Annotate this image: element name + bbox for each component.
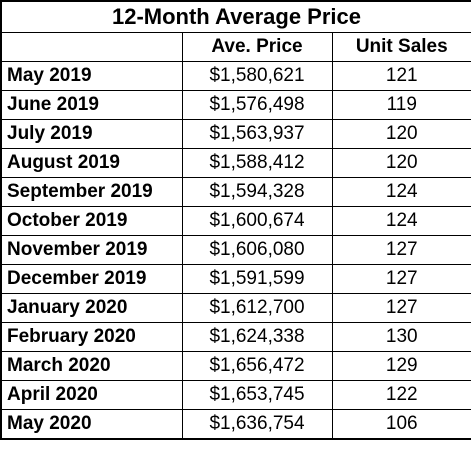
header-month: [0, 32, 183, 62]
title-row: 12-Month Average Price: [0, 0, 471, 33]
table-title: 12-Month Average Price: [0, 0, 471, 33]
price-cell: $1,580,621: [181, 61, 333, 91]
price-cell: $1,591,599: [181, 264, 333, 294]
table-row: September 2019 $1,594,328 124: [0, 177, 471, 207]
table-row: April 2020 $1,653,745 122: [0, 380, 471, 410]
table-row: August 2019 $1,588,412 120: [0, 148, 471, 178]
header-unit-sales: Unit Sales: [331, 32, 471, 62]
units-cell: 127: [331, 235, 471, 265]
table-row: May 2020 $1,636,754 106: [0, 409, 471, 440]
table-row: October 2019 $1,600,674 124: [0, 206, 471, 236]
average-price-table: 12-Month Average Price Ave. Price Unit S…: [0, 0, 471, 440]
month-cell: September 2019: [0, 177, 183, 207]
units-cell: 121: [331, 61, 471, 91]
units-cell: 124: [331, 206, 471, 236]
month-cell: January 2020: [0, 293, 183, 323]
table-row: June 2019 $1,576,498 119: [0, 90, 471, 120]
price-cell: $1,653,745: [181, 380, 333, 410]
units-cell: 129: [331, 351, 471, 381]
price-cell: $1,612,700: [181, 293, 333, 323]
month-cell: November 2019: [0, 235, 183, 265]
price-cell: $1,576,498: [181, 90, 333, 120]
month-cell: May 2020: [0, 409, 183, 440]
units-cell: 127: [331, 264, 471, 294]
month-cell: February 2020: [0, 322, 183, 352]
table-row: December 2019 $1,591,599 127: [0, 264, 471, 294]
header-row: Ave. Price Unit Sales: [0, 32, 471, 62]
month-cell: June 2019: [0, 90, 183, 120]
price-cell: $1,656,472: [181, 351, 333, 381]
table-row: March 2020 $1,656,472 129: [0, 351, 471, 381]
table-row: February 2020 $1,624,338 130: [0, 322, 471, 352]
units-cell: 106: [331, 409, 471, 440]
units-cell: 119: [331, 90, 471, 120]
units-cell: 120: [331, 148, 471, 178]
month-cell: July 2019: [0, 119, 183, 149]
price-cell: $1,606,080: [181, 235, 333, 265]
units-cell: 124: [331, 177, 471, 207]
table-row: January 2020 $1,612,700 127: [0, 293, 471, 323]
price-cell: $1,563,937: [181, 119, 333, 149]
units-cell: 130: [331, 322, 471, 352]
month-cell: October 2019: [0, 206, 183, 236]
table-row: November 2019 $1,606,080 127: [0, 235, 471, 265]
month-cell: May 2019: [0, 61, 183, 91]
table-row: May 2019 $1,580,621 121: [0, 61, 471, 91]
units-cell: 120: [331, 119, 471, 149]
units-cell: 122: [331, 380, 471, 410]
month-cell: August 2019: [0, 148, 183, 178]
header-ave-price: Ave. Price: [181, 32, 333, 62]
table-row: July 2019 $1,563,937 120: [0, 119, 471, 149]
units-cell: 127: [331, 293, 471, 323]
month-cell: December 2019: [0, 264, 183, 294]
price-cell: $1,594,328: [181, 177, 333, 207]
month-cell: March 2020: [0, 351, 183, 381]
month-cell: April 2020: [0, 380, 183, 410]
price-cell: $1,588,412: [181, 148, 333, 178]
price-cell: $1,624,338: [181, 322, 333, 352]
price-cell: $1,600,674: [181, 206, 333, 236]
price-cell: $1,636,754: [181, 409, 333, 440]
